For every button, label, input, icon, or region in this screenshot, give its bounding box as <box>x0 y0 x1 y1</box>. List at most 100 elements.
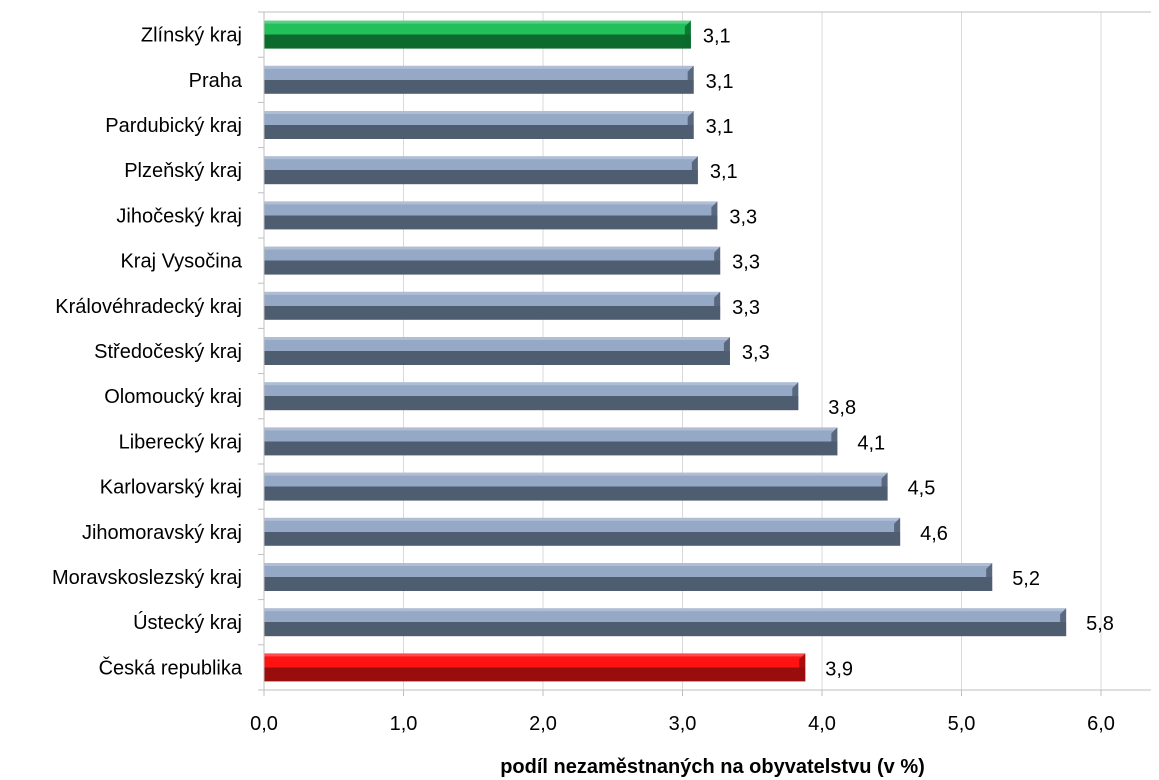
bar-6 <box>264 246 721 275</box>
data-label: 3,9 <box>825 658 853 680</box>
bar-body <box>264 65 694 94</box>
category-label: Kraj Vysočina <box>120 251 242 273</box>
x-tick-label: 5,0 <box>948 713 976 735</box>
bar-12 <box>264 517 901 546</box>
bar-highlight <box>264 517 901 521</box>
bar-13 <box>264 563 993 591</box>
bar-end-cap <box>1060 608 1067 637</box>
data-label: 3,1 <box>706 116 734 138</box>
bar-highlight <box>264 111 694 114</box>
bar-highlight <box>264 246 721 250</box>
bar-11 <box>264 472 888 501</box>
category-label: Jihočeský kraj <box>116 205 242 227</box>
bar-highlight <box>264 65 694 69</box>
bar-highlight <box>264 201 718 205</box>
bar-highlight <box>264 382 799 386</box>
data-label: 5,8 <box>1086 613 1114 635</box>
bar-15 <box>264 653 806 682</box>
bar-3 <box>264 111 694 139</box>
bar-9 <box>264 382 799 411</box>
category-label: Olomoucký kraj <box>104 386 242 408</box>
bar-end-cap <box>723 337 730 365</box>
bar-highlight <box>264 427 838 431</box>
bar-end-cap <box>881 472 888 501</box>
x-tick-label: 6,0 <box>1087 713 1115 735</box>
bar-end-cap <box>711 201 718 230</box>
bar-2 <box>264 65 694 94</box>
category-label: Česká republika <box>99 656 243 679</box>
bar-highlight <box>264 337 730 340</box>
category-label: Praha <box>189 70 243 92</box>
bar-body <box>264 111 694 139</box>
bar-body <box>264 653 806 682</box>
bar-8 <box>264 337 730 365</box>
data-label: 3,3 <box>732 252 760 274</box>
category-label: Zlínský kraj <box>141 25 242 47</box>
bar-highlight <box>264 653 806 657</box>
bar-end-cap <box>714 246 721 275</box>
category-label: Karlovarský kraj <box>100 477 242 499</box>
bar-5 <box>264 201 718 230</box>
data-label: 3,3 <box>729 206 757 228</box>
category-label: Jihomoravský kraj <box>82 522 242 544</box>
x-tick-label: 0,0 <box>250 713 278 735</box>
bar-highlight <box>264 291 721 295</box>
data-label: 3,1 <box>706 71 734 93</box>
bar-body <box>264 382 799 411</box>
data-label: 4,6 <box>920 523 948 545</box>
bar-highlight <box>264 563 993 566</box>
category-label: Moravskoslezský kraj <box>52 567 242 589</box>
category-label: Královéhradecký kraj <box>55 296 242 318</box>
category-label: Plzeňský kraj <box>124 160 242 182</box>
bar-end-cap <box>691 156 698 185</box>
bar-end-cap <box>684 20 691 49</box>
category-label: Ústecký kraj <box>133 611 242 634</box>
bar-body <box>264 563 993 591</box>
bar-end-cap <box>894 517 901 546</box>
bar-body <box>264 608 1067 637</box>
bar-4 <box>264 156 698 185</box>
bar-highlight <box>264 20 691 24</box>
bar-body <box>264 156 698 185</box>
bar-body <box>264 20 691 49</box>
bar-10 <box>264 427 838 456</box>
bar-end-cap <box>831 427 838 456</box>
bar-body <box>264 291 721 320</box>
x-tick-label: 3,0 <box>669 713 697 735</box>
bar-highlight <box>264 156 698 160</box>
bar-1 <box>264 20 691 49</box>
bar-highlight <box>264 472 888 476</box>
bar-end-cap <box>986 563 993 591</box>
data-label: 3,1 <box>710 161 738 183</box>
bar-end-cap <box>714 291 721 320</box>
bar-end-cap <box>687 111 694 139</box>
bar-body <box>264 201 718 230</box>
bar-body <box>264 517 901 546</box>
category-label: Pardubický kraj <box>105 115 242 137</box>
x-tick-label: 4,0 <box>808 713 836 735</box>
bar-body <box>264 246 721 275</box>
bar-end-cap <box>799 653 806 682</box>
bar-body <box>264 472 888 501</box>
data-label: 4,5 <box>908 478 936 500</box>
data-label: 3,8 <box>828 397 856 419</box>
bar-body <box>264 427 838 456</box>
x-tick-label: 1,0 <box>390 713 418 735</box>
bar-end-cap <box>792 382 799 411</box>
data-label: 5,2 <box>1012 568 1040 590</box>
bar-7 <box>264 291 721 320</box>
data-label: 3,1 <box>703 26 731 48</box>
x-axis-title: podíl nezaměstnaných na obyvatelstvu (v … <box>500 756 925 778</box>
data-label: 3,3 <box>742 342 770 364</box>
bar-end-cap <box>687 65 694 94</box>
data-label: 3,3 <box>732 297 760 319</box>
bar-14 <box>264 608 1067 637</box>
category-label: Liberecký kraj <box>119 431 242 453</box>
bar-highlight <box>264 608 1067 612</box>
data-label: 4,1 <box>857 432 885 454</box>
bar-body <box>264 337 730 365</box>
x-tick-label: 2,0 <box>529 713 557 735</box>
category-label: Středočeský kraj <box>94 341 242 363</box>
